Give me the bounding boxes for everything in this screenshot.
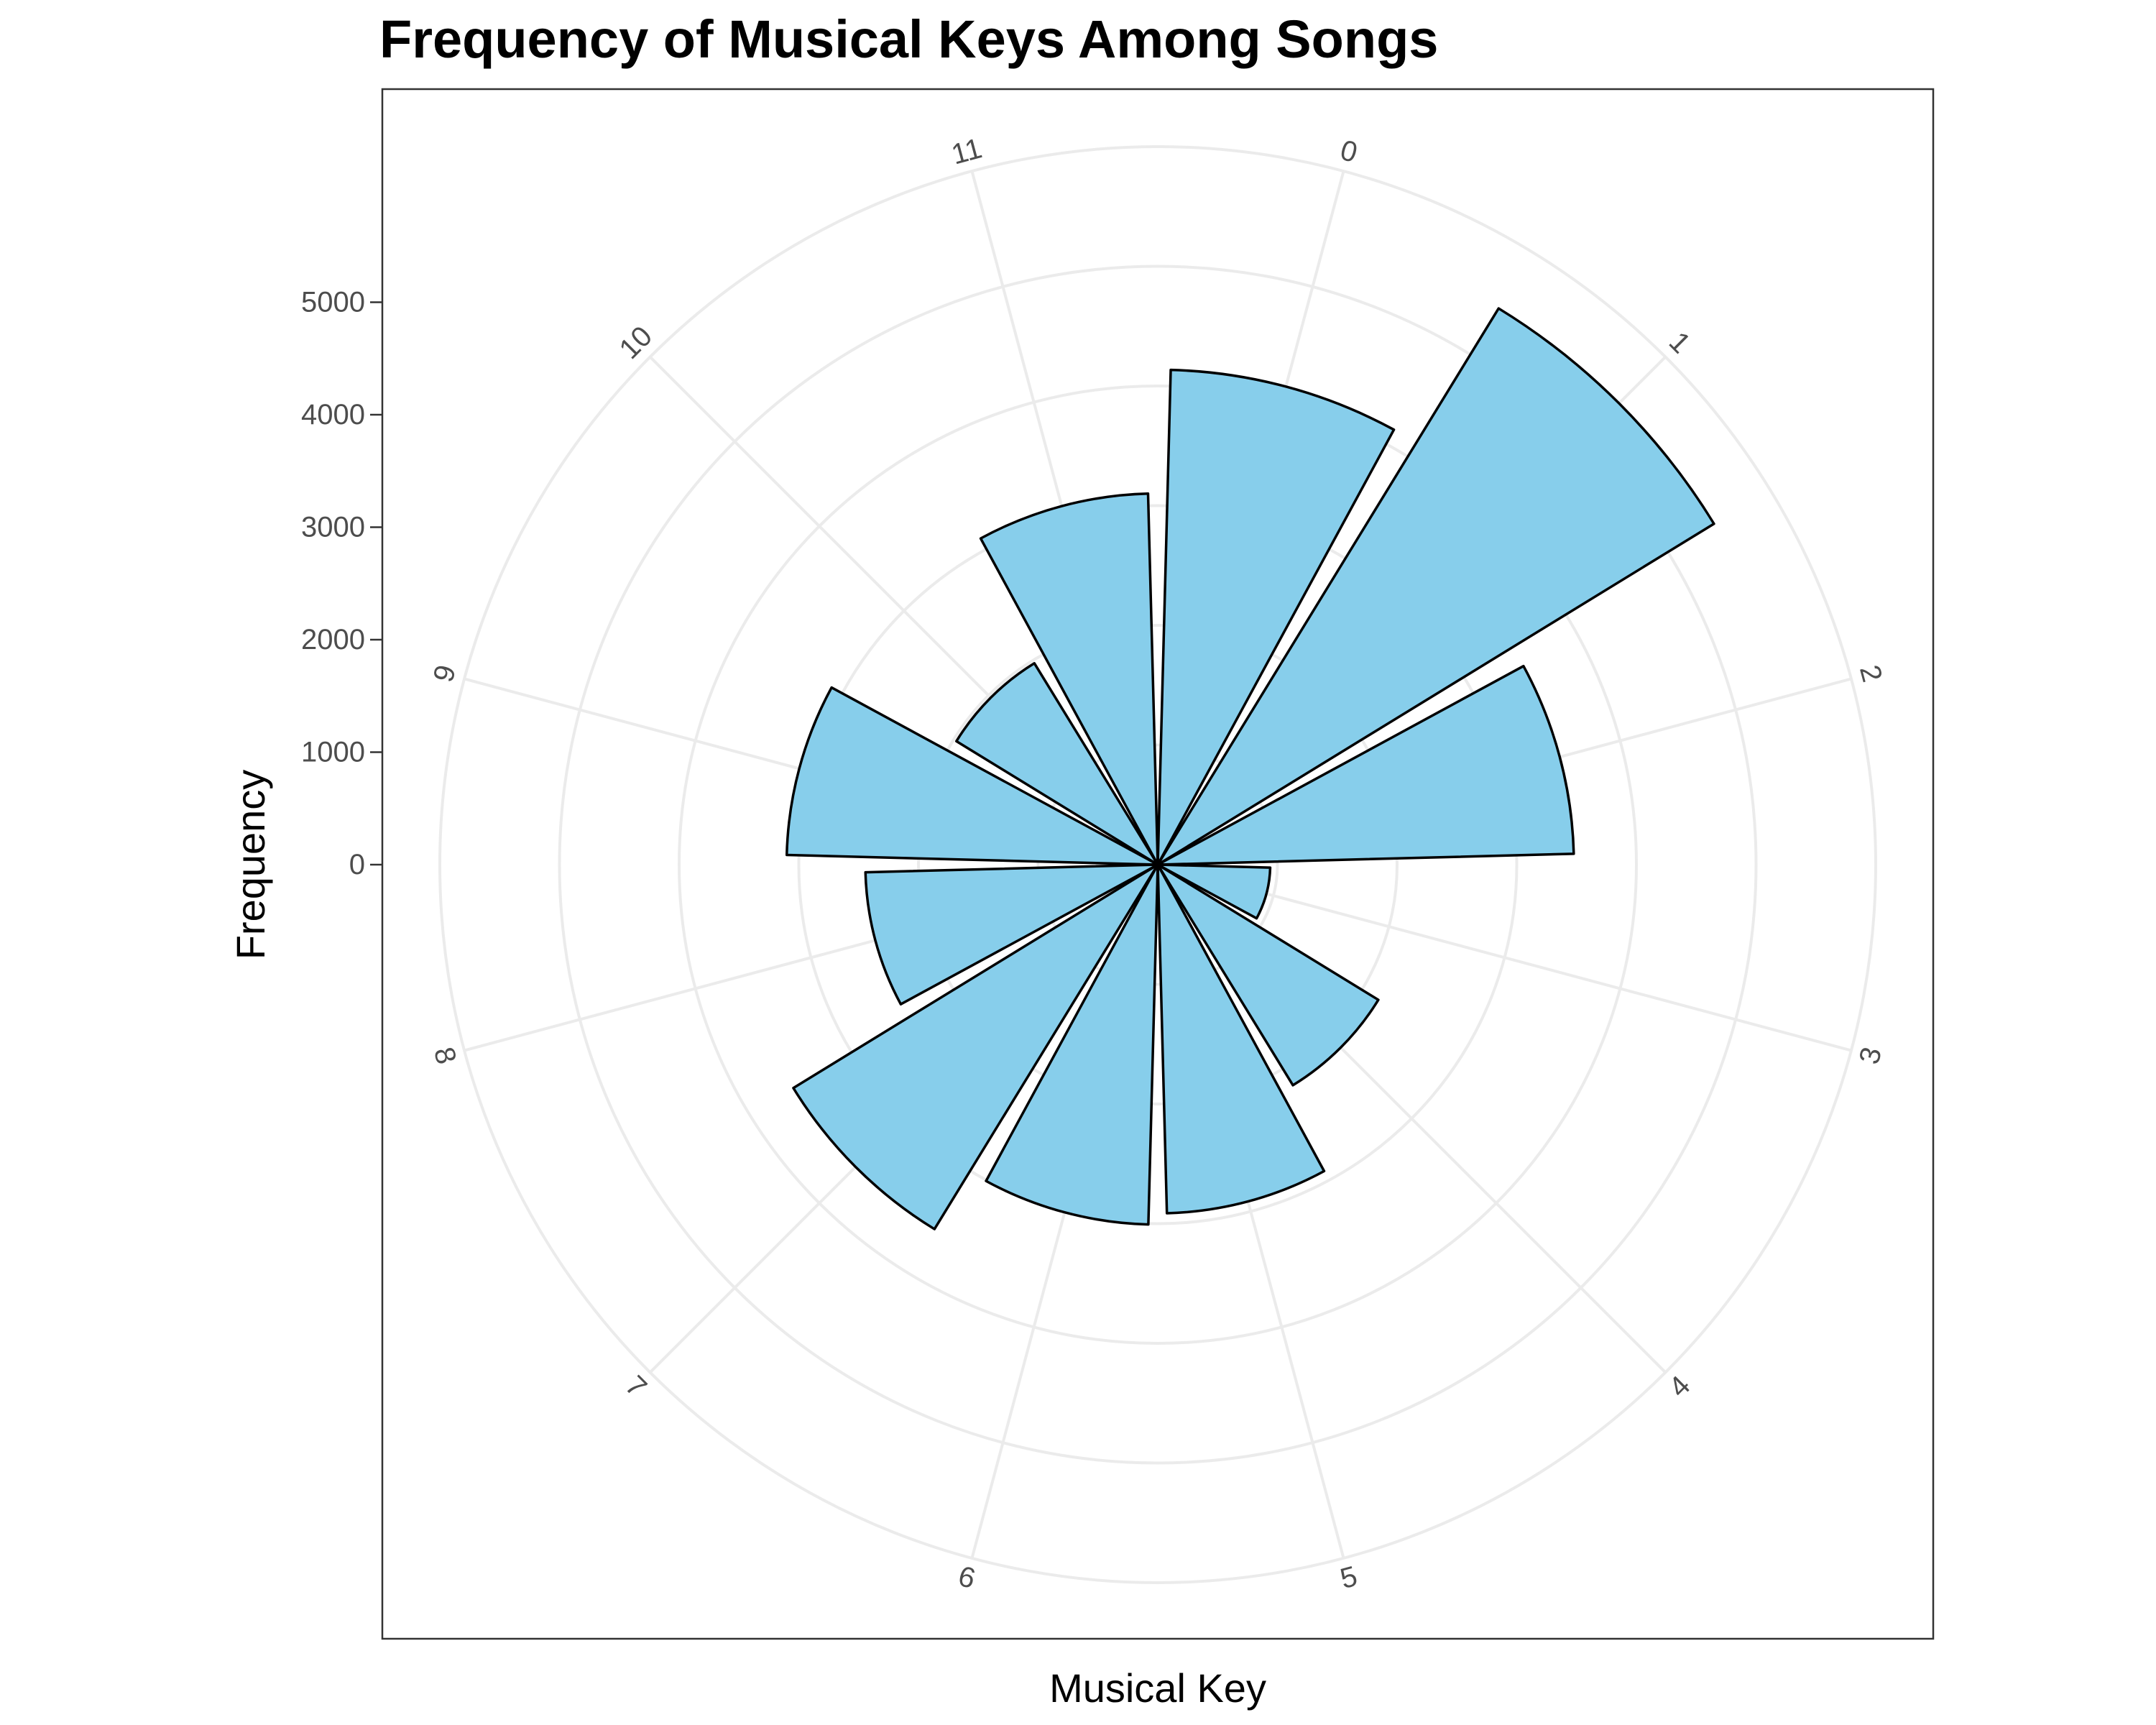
angle-tick-label: 0 [1337, 134, 1360, 169]
grid-ring [558, 264, 1758, 1465]
bar-wedges [785, 307, 1715, 1230]
radius-tick-label: 4000 [301, 399, 365, 431]
angle-tick-label: 11 [948, 132, 985, 170]
x-axis-title: Musical Key [1049, 1665, 1266, 1711]
bar-key-1 [1156, 307, 1715, 866]
radius-tick-label: 1000 [301, 737, 365, 768]
radius-tick-label: 2000 [301, 624, 365, 656]
radius-tick-label: 5000 [301, 287, 365, 318]
angle-tick-label: 6 [955, 1560, 979, 1595]
bar-key-10 [955, 662, 1159, 866]
radius-tick-label: 3000 [301, 512, 365, 543]
grid-ring [797, 504, 1519, 1225]
angle-tick-label: 1 [1663, 326, 1697, 359]
angle-tick-label: 9 [428, 662, 462, 686]
grid-ring [917, 624, 1399, 1105]
angle-tick-label: 4 [1663, 1370, 1697, 1404]
angle-tick-label: 7 [619, 1370, 653, 1404]
bar-key-7 [792, 863, 1159, 1230]
grid-ring [678, 385, 1638, 1345]
chart-title: Frequency of Musical Keys Among Songs [379, 9, 1438, 69]
angle-tick-label: 3 [1853, 1044, 1888, 1067]
bar-key-8 [864, 863, 1159, 1006]
bar-key-0 [1156, 368, 1396, 866]
bar-key-6 [985, 863, 1159, 1226]
bar-key-11 [979, 492, 1159, 866]
bar-key-3 [1156, 863, 1272, 920]
bar-key-4 [1156, 863, 1380, 1087]
bar-key-2 [1156, 664, 1575, 866]
angle-tick-label: 5 [1337, 1560, 1360, 1595]
bar-key-5 [1156, 863, 1326, 1215]
y-axis-title: Frequency [228, 770, 273, 960]
grid-spoke [1157, 863, 1852, 1052]
grid-ring [1036, 743, 1279, 986]
radius-tick-label: 0 [349, 849, 365, 880]
angle-tick-label: 2 [1853, 662, 1888, 686]
angle-tick-label: 8 [428, 1044, 462, 1067]
radius-tick-labels: 0 1000 2000 3000 4000 5000 [301, 287, 382, 880]
grid-ring [438, 145, 1877, 1584]
bar-key-9 [785, 686, 1159, 866]
